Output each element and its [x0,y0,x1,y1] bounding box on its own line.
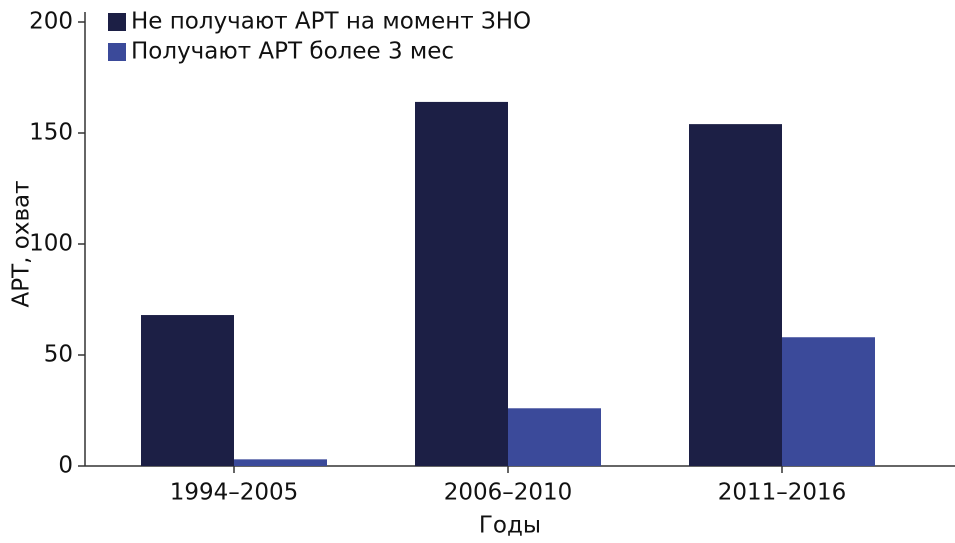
bar [782,337,875,466]
legend-label: Не получают АРТ на момент ЗНО [131,9,531,35]
y-tick-label: 200 [29,9,73,35]
x-tick-label: 1994–2005 [170,480,299,506]
y-axis-label: АРТ, охват [9,180,35,307]
y-tick-label: 150 [29,120,73,146]
y-tick-label: 100 [29,231,73,257]
x-axis-label: Годы [479,513,541,539]
bar [415,101,508,467]
bar [234,459,327,466]
x-tick-label: 2006–2010 [444,480,573,506]
bar [141,315,234,466]
x-tick-label: 2011–2016 [718,480,847,506]
y-tick-label: 50 [44,342,73,368]
bar [689,124,782,467]
y-tick-label: 0 [58,453,73,479]
legend-swatch [108,13,126,31]
legend-swatch [108,43,126,61]
legend-label: Получают АРТ более 3 мес [131,39,454,65]
bar [508,408,601,466]
